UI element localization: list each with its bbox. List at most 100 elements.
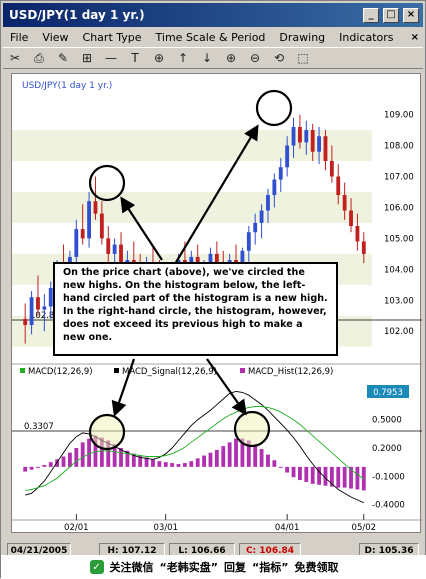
menu-file[interactable]: File xyxy=(10,31,29,44)
histogram-bar xyxy=(317,466,321,485)
histogram-bar xyxy=(214,449,219,467)
cut-icon[interactable]: ✂ xyxy=(9,51,21,65)
histogram-bar xyxy=(272,460,277,467)
menu-drawing[interactable]: Drawing xyxy=(279,31,326,44)
candle-body xyxy=(272,179,277,196)
price-tick-label: 105.00 xyxy=(384,234,414,244)
macd-tick-label: -0.4000 xyxy=(372,501,405,511)
crosshair-icon[interactable]: ⊕ xyxy=(153,51,165,65)
price-tick-label: 106.00 xyxy=(384,203,414,213)
price-grid-band xyxy=(12,191,372,223)
watermark-banner: ✓ 关注微信 “老韩实盘” 回复 “指标” 免费领取 xyxy=(1,555,426,579)
macd-line xyxy=(25,390,364,504)
macd-value-box xyxy=(367,385,409,398)
histogram-bar xyxy=(329,466,334,487)
macd-tick-label: 0.2000 xyxy=(372,444,402,454)
macd-value-text: 0.7953 xyxy=(373,388,403,398)
line-icon[interactable]: — xyxy=(105,51,117,65)
menu-close-icon[interactable]: × xyxy=(410,32,419,43)
menu-view[interactable]: View xyxy=(42,31,69,44)
histogram-bar xyxy=(240,438,245,467)
menu-indicators[interactable]: Indicators xyxy=(339,31,394,44)
toolbar: ✂ ⎙ ✎ ⊞ — T ⊕ ↑ ↓ ⊕ ⊖ ⟲ ⬚ xyxy=(3,47,423,69)
histogram-bar xyxy=(202,455,206,467)
histogram-bar xyxy=(29,466,34,470)
candle-body xyxy=(304,130,309,143)
title-bar[interactable]: USD/JPY(1 day 1 yr.) _ □ × xyxy=(3,3,423,27)
arrow-up-icon[interactable]: ↑ xyxy=(177,51,189,65)
macd-line-label: 0.3307 xyxy=(24,422,54,432)
price-tick-label: 107.00 xyxy=(384,172,414,182)
menu-chart-type[interactable]: Chart Type xyxy=(82,31,142,44)
candle-body xyxy=(266,195,270,211)
candle-body xyxy=(42,306,47,310)
candle-body xyxy=(36,297,40,310)
candle-body xyxy=(253,222,258,233)
macd-tick-label: -0.1000 xyxy=(372,472,405,482)
histogram-bar xyxy=(189,461,194,467)
menu-bar: File View Chart Type Time Scale & Period… xyxy=(3,28,423,47)
menu-time-scale[interactable]: Time Scale & Period xyxy=(155,31,266,44)
arrow-to-left-price xyxy=(120,196,163,261)
candle-body xyxy=(112,244,117,254)
histogram-bar xyxy=(99,437,104,467)
histogram-bar xyxy=(183,463,187,467)
candle-body xyxy=(99,213,104,239)
histogram-bar xyxy=(87,438,91,467)
left-hist-circle xyxy=(88,413,126,451)
price-tick-label: 104.00 xyxy=(384,265,414,275)
price-tick-label: 108.00 xyxy=(384,142,414,152)
histogram-bar xyxy=(131,453,136,467)
hist-legend-swatch xyxy=(240,368,245,373)
histogram-bar xyxy=(266,454,270,467)
histogram-bar xyxy=(304,466,309,482)
candle-body xyxy=(361,241,366,254)
left-price-circle xyxy=(88,164,126,202)
watermark-keyword: “指标” xyxy=(252,561,289,574)
histogram-bar xyxy=(176,464,181,467)
macd-tick-label: 0.5000 xyxy=(372,416,402,426)
arrow-to-right-hist xyxy=(206,358,247,416)
histogram-bar xyxy=(119,448,123,467)
select-icon[interactable]: ⬚ xyxy=(297,51,309,65)
grid-icon[interactable]: ⊞ xyxy=(81,51,93,65)
price-tick-label: 109.00 xyxy=(384,111,414,121)
print-icon[interactable]: ⎙ xyxy=(34,50,44,65)
candle-body xyxy=(310,130,315,152)
histogram-bar xyxy=(310,466,315,484)
right-hist-circle xyxy=(233,410,271,448)
refresh-icon[interactable]: ⟲ xyxy=(273,51,285,65)
minimize-button[interactable]: _ xyxy=(363,7,379,23)
maximize-button[interactable]: □ xyxy=(383,7,399,23)
histogram-bar xyxy=(93,435,98,467)
candle-body xyxy=(285,145,290,168)
right-price-circle xyxy=(255,89,293,127)
histogram-bar xyxy=(208,452,213,467)
zoom-in-icon[interactable]: ⊕ xyxy=(225,51,237,65)
arrow-to-right-price xyxy=(174,124,259,265)
candle-body xyxy=(317,136,321,152)
candle-body xyxy=(349,210,353,226)
wechat-icon: ✓ xyxy=(89,560,104,574)
histogram-bar xyxy=(349,466,353,489)
histogram-bar xyxy=(23,466,28,472)
draw-icon[interactable]: ✎ xyxy=(57,51,69,65)
x-tick-label: 04/01 xyxy=(275,523,300,533)
histogram-bar xyxy=(355,466,360,490)
candle-body xyxy=(106,238,111,254)
close-button[interactable]: × xyxy=(403,7,419,23)
candle-body xyxy=(23,318,28,326)
candle-body xyxy=(208,253,213,267)
arrow-down-icon[interactable]: ↓ xyxy=(201,51,213,65)
histogram-bar xyxy=(125,450,130,467)
histogram-bar xyxy=(234,438,238,467)
text-icon[interactable]: T xyxy=(131,51,139,65)
histogram-bar xyxy=(48,462,53,467)
watermark-suffix: 免费领取 xyxy=(294,561,339,574)
signal-legend-swatch xyxy=(114,368,119,373)
zoom-out-icon[interactable]: ⊖ xyxy=(249,51,261,65)
x-tick-label: 02/01 xyxy=(64,523,89,533)
histogram-bar xyxy=(298,466,302,481)
histogram-bar xyxy=(55,459,60,467)
